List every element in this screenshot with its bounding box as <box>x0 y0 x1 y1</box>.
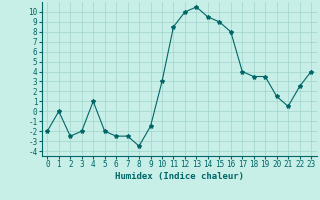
X-axis label: Humidex (Indice chaleur): Humidex (Indice chaleur) <box>115 172 244 181</box>
